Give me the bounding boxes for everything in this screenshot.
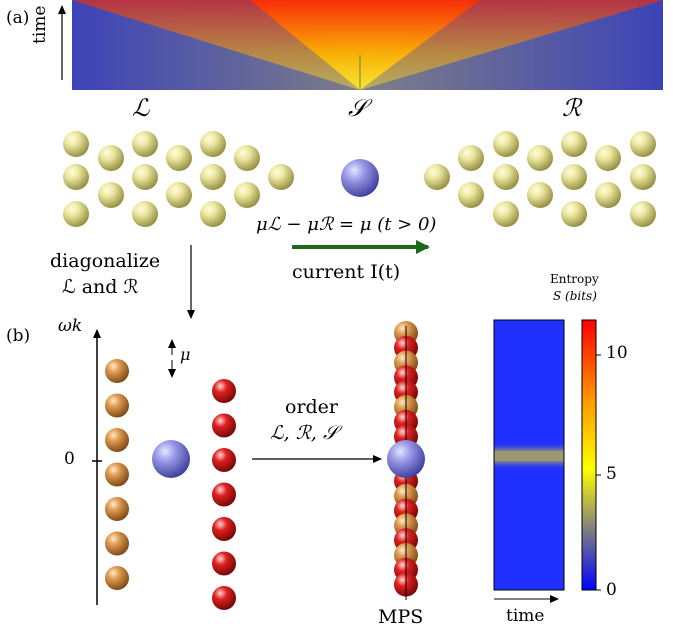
right-lead-site xyxy=(493,201,519,227)
left-lead-site xyxy=(63,164,89,190)
left-lead-mode xyxy=(105,393,129,418)
right-lead-site xyxy=(561,201,587,227)
left-lead-site xyxy=(98,145,124,171)
left-lead-site xyxy=(268,164,294,190)
dot-site xyxy=(341,159,379,197)
right-lead-site xyxy=(527,145,553,171)
panel-b-label: (b) xyxy=(6,326,31,346)
light-cone-heatmap xyxy=(72,0,663,90)
left-lead-modes xyxy=(105,359,129,590)
entropy-x-label: time xyxy=(506,606,545,626)
diagonalize-label: diagonalize xyxy=(50,250,161,272)
mps-chain xyxy=(387,321,425,600)
energy-axis-label: ωk xyxy=(58,316,83,336)
right-lead-mode xyxy=(212,413,236,438)
left-lead-mode xyxy=(105,359,129,383)
entropy-colorbar xyxy=(581,319,601,591)
left-lead-site xyxy=(63,201,89,227)
dot-label: 𝒮 xyxy=(348,94,367,122)
dot-mode xyxy=(152,440,190,478)
order-sites-label: ℒ, ℛ, 𝒮 xyxy=(270,422,338,444)
right-lead-site xyxy=(595,145,621,171)
left-lead-site xyxy=(98,182,124,208)
current-label: current I(t) xyxy=(292,261,401,283)
left-lead-site xyxy=(132,131,158,157)
right-lead-site xyxy=(561,164,587,190)
colorbar-tick-5: 5 xyxy=(606,464,617,484)
right-lead-site xyxy=(458,145,484,171)
left-lead-mode xyxy=(105,462,129,487)
left-lead-site xyxy=(234,145,260,171)
right-lead-site xyxy=(458,182,484,208)
left-lead-site xyxy=(234,182,260,208)
diagonalize-label-leads: ℒ and ℛ xyxy=(62,276,139,298)
right-lead-mode xyxy=(212,379,236,403)
entropy-title: Entropy xyxy=(550,272,599,286)
right-lead-site xyxy=(595,182,621,208)
bias-equation: μℒ − μℛ = μ (t > 0) xyxy=(256,214,437,235)
left-lead-mode xyxy=(105,566,129,590)
left-lead-mode xyxy=(105,497,129,521)
right-lead-mode xyxy=(212,448,236,472)
right-lead-mode xyxy=(212,517,236,541)
right-lead-mode xyxy=(212,482,236,507)
colorbar-tick-10: 10 xyxy=(606,343,628,363)
left-lead-site xyxy=(132,201,158,227)
order-label: order xyxy=(285,396,339,418)
right-lead-sites xyxy=(424,131,656,227)
mps-dot-site xyxy=(387,440,425,478)
left-lead-site xyxy=(132,164,158,190)
right-lead-site xyxy=(630,164,656,190)
left-lead-site xyxy=(166,182,192,208)
right-lead-site xyxy=(493,131,519,157)
right-lead-site xyxy=(527,182,553,208)
entropy-unit: S (bits) xyxy=(553,289,597,303)
left-lead-label: ℒ xyxy=(132,94,150,122)
time-label: time xyxy=(30,5,50,44)
right-lead-label: ℛ xyxy=(562,94,582,122)
left-lead-sites xyxy=(63,131,294,227)
right-lead-modes xyxy=(212,379,236,610)
left-lead-mode xyxy=(105,531,129,556)
left-lead-site xyxy=(200,201,226,227)
colorbar-tick-0: 0 xyxy=(606,580,617,600)
left-lead-site xyxy=(166,145,192,171)
zero-label: 0 xyxy=(64,449,75,469)
entropy-heatmap xyxy=(493,319,565,591)
panel-a-label: (a) xyxy=(6,8,30,28)
left-lead-site xyxy=(200,131,226,157)
right-lead-site xyxy=(630,131,656,157)
right-lead-site xyxy=(630,201,656,227)
left-lead-mode xyxy=(105,428,129,452)
right-lead-mode xyxy=(212,551,236,576)
left-lead-site xyxy=(200,164,226,190)
left-lead-site xyxy=(63,131,89,157)
mu-label: μ xyxy=(180,345,191,364)
right-lead-mode xyxy=(212,586,236,610)
right-lead-site xyxy=(493,164,519,190)
mps-label: MPS xyxy=(378,606,424,628)
right-lead-site xyxy=(561,131,587,157)
right-lead-site xyxy=(424,164,450,190)
